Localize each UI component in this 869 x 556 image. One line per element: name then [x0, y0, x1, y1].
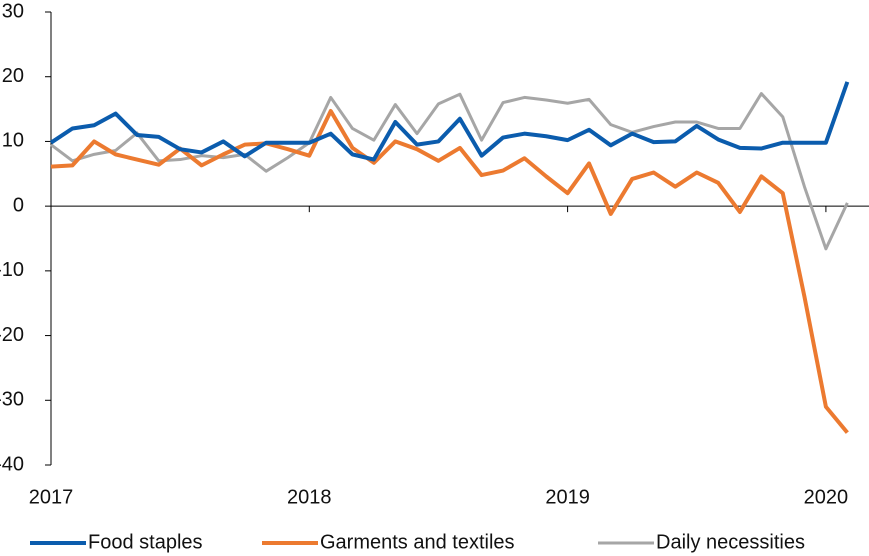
legend-label: Garments and textiles: [320, 531, 515, 553]
y-tick-label: -40: [0, 453, 24, 475]
x-tick-label: 2019: [545, 486, 590, 508]
x-tick-label: 2017: [29, 486, 74, 508]
y-tick-label: -30: [0, 389, 24, 411]
y-tick-label: -10: [0, 259, 24, 281]
series-line: [50, 92, 849, 251]
legend-label: Daily necessities: [656, 531, 805, 553]
y-tick-label: 30: [2, 0, 24, 22]
y-tick-label: 0: [13, 194, 24, 216]
series-line: [49, 81, 850, 162]
y-tick-label: 20: [2, 65, 24, 87]
x-tick-label: 2018: [287, 486, 332, 508]
y-tick-label: 10: [2, 130, 24, 152]
legend-label: Food staples: [88, 531, 203, 553]
y-tick-label: -20: [0, 324, 24, 346]
x-tick-label: 2020: [804, 486, 849, 508]
